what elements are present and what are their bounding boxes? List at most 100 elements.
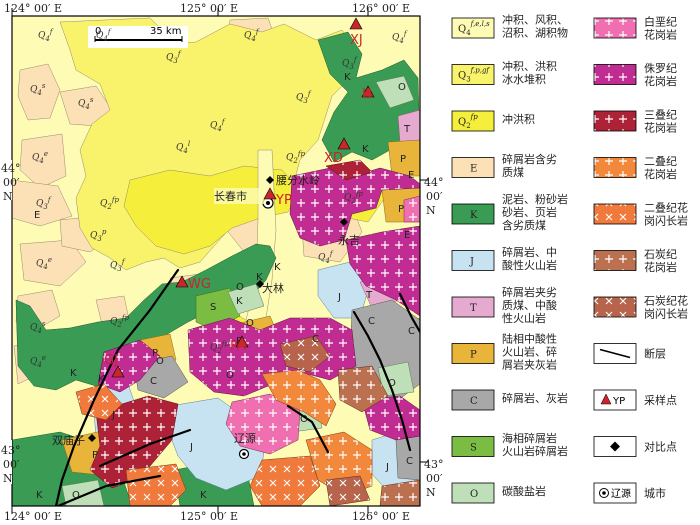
legend-code: P	[470, 350, 477, 361]
unit-t-granite	[325, 159, 373, 181]
fm-sup: f	[221, 118, 226, 126]
unit-p-granodiorite	[125, 463, 187, 506]
fm-sub: 4	[84, 103, 89, 111]
sample-gj[interactable]: GJ	[104, 353, 125, 378]
coord-top-124: 124° 00′ E	[4, 2, 62, 15]
legend-code: K	[470, 210, 478, 221]
coord-left-43-hem: N	[3, 472, 13, 485]
formation-labels: Q4f Q4f Q3f Q4f Q4s Q4s Q4e Q3f Q2fp Q3p…	[30, 28, 408, 369]
unit-label: C	[406, 456, 413, 467]
place-yongji[interactable]: 永吉	[338, 218, 360, 247]
unit-label: S	[210, 302, 216, 313]
unit-label: O	[226, 370, 234, 381]
coord-top-125: 125° 00′ E	[180, 2, 238, 15]
place-label-bg	[214, 188, 266, 204]
scale-bar-bg	[88, 26, 188, 48]
legend-swatch	[451, 296, 495, 318]
fm-sup: f	[403, 30, 408, 38]
unit-label: O	[236, 282, 244, 293]
sample-triangle-icon	[263, 187, 277, 200]
unit-label: O	[156, 356, 164, 367]
diamond-icon	[610, 441, 620, 452]
coord-left-44: 44° 00′ N	[0, 160, 21, 203]
fm-sup: f	[353, 56, 358, 64]
sample-wg[interactable]: WG	[175, 275, 211, 292]
legend-code: 辽源	[611, 487, 631, 500]
legend-swatch	[451, 17, 495, 39]
legend-code: T	[470, 303, 477, 314]
legend-text: 冲积、洪积	[502, 59, 557, 73]
legend-code: Q2fp	[458, 113, 478, 130]
unit-label: K	[256, 272, 263, 283]
fm-sub: 3	[97, 235, 102, 243]
fm-sub: 4	[216, 125, 221, 133]
fm-sup: fp	[297, 150, 306, 158]
diamond-icon	[256, 280, 264, 288]
map-frame	[12, 16, 420, 506]
legend-code-base: S	[470, 443, 477, 454]
diamond-icon	[340, 218, 348, 226]
fm-sup: f	[107, 28, 112, 36]
place-shuangmiao[interactable]: 双庙子	[52, 433, 96, 447]
unit-p-granodiorite	[75, 383, 123, 421]
place-changchun[interactable]: 长春市	[214, 188, 274, 209]
fm-sub: 4	[42, 263, 47, 271]
place-label: 大林	[262, 281, 284, 295]
unit-o	[227, 283, 265, 315]
legend-swatch	[593, 17, 637, 39]
coord-right-43-min: 00′	[426, 472, 443, 485]
place-dalin[interactable]: 大林	[256, 280, 284, 295]
fm-sub: 4	[36, 327, 41, 335]
fm-sup: l	[188, 140, 190, 148]
sample-h[interactable]: H	[361, 85, 375, 102]
legend-text: 泥岩、粉砂岩	[502, 192, 568, 206]
fm-sup: f	[47, 196, 52, 204]
fault-line	[352, 310, 412, 452]
fault-line	[98, 428, 192, 468]
legend-swatch	[451, 64, 495, 85]
legend-code-base: P	[470, 350, 477, 361]
unit-label: J	[337, 292, 341, 303]
legend-code-sup: f,e,l,s	[470, 20, 490, 28]
diamond-icon	[266, 176, 274, 184]
sample-xd[interactable]: XD	[324, 137, 351, 166]
unit-label: E	[34, 210, 40, 221]
sample-xj[interactable]: XJ	[349, 17, 363, 48]
unit-t	[397, 109, 420, 143]
legend-text: 侏罗纪	[644, 62, 677, 75]
legend-text: 对比点	[644, 440, 677, 454]
place-yaofen[interactable]: 腰分水岭	[266, 173, 320, 187]
sample-triangle-icon	[600, 393, 612, 405]
legend-code-sub: 2	[466, 122, 470, 130]
unit-label: J	[189, 442, 193, 453]
fm-sup: f	[255, 28, 260, 36]
place-label: 辽源	[234, 431, 256, 445]
legend-swatch	[451, 250, 495, 271]
unit-p-granodiorite	[249, 455, 321, 506]
legend-text: 岗闪长岩	[644, 214, 688, 228]
fm-sub: 4	[36, 89, 41, 97]
place-label: 腰分水岭	[276, 173, 320, 187]
fm-sub: 4	[38, 157, 43, 165]
legend-item-city-10: 辽源 城市	[593, 482, 666, 504]
legend-text: 碎屑岩含劣	[502, 152, 557, 166]
sample-pa[interactable]: PA	[230, 335, 249, 354]
unit-k	[15, 243, 277, 391]
unit-p	[387, 139, 420, 177]
faults	[54, 268, 420, 506]
scale-bar-start: 0	[95, 26, 101, 37]
legend-code-base: K	[470, 210, 478, 221]
sample-label: GJ	[104, 353, 118, 368]
place-liaoyuan[interactable]: 辽源	[234, 431, 256, 460]
unit-label: E	[404, 230, 410, 241]
unit-e-patch	[17, 63, 61, 121]
sample-yp[interactable]: YP	[263, 187, 292, 208]
legend-item-sample-8: YP 采样点	[593, 389, 677, 411]
unit-label: K	[236, 296, 243, 307]
legend-text: 质煤	[502, 166, 524, 179]
